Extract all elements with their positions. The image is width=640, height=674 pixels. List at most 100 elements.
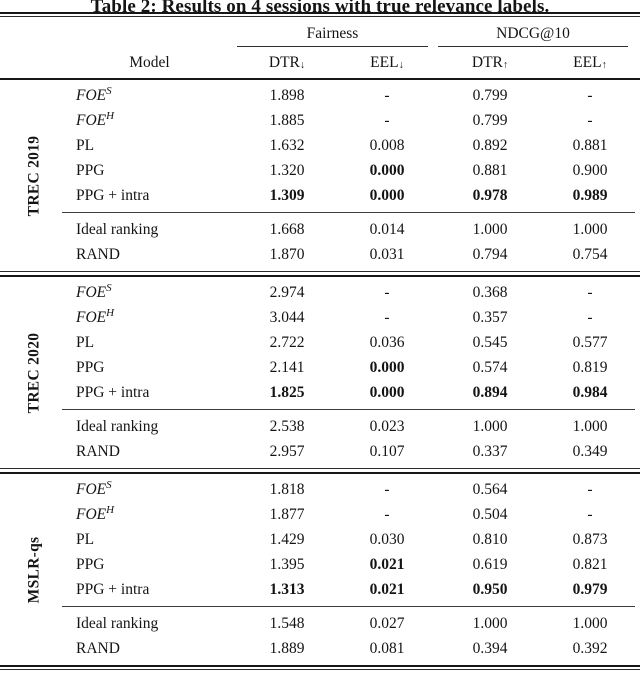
model-name: PL [76,136,95,154]
model-name: PPG + intra [76,186,150,204]
metric-value: 0.799 [472,86,508,104]
metric-value: 0.030 [369,530,405,548]
metric-value: 2.141 [269,358,305,376]
model-name: FOES [62,85,237,105]
column-header-label: EEL [370,53,399,71]
down-arrow-icon: ↓ [398,59,404,71]
metric-value: 0.008 [369,136,405,154]
metric-value: 0.810 [472,530,508,548]
metric-value: 0.900 [572,161,608,179]
metric-value: 0.504 [472,505,508,523]
metric-value: 0.619 [472,555,508,573]
dataset-block-trec-2019: TREC 2019 FOES 1.898 - 0.799 - FOEH 1.88… [0,80,640,271]
metric-value: 0.394 [472,639,508,657]
metric-value: 0.978 [472,186,508,204]
table-row: FOEH 1.877 - 0.504 - [0,502,640,527]
metric-value: 1.825 [269,383,305,401]
column-header-dtr-down: DTR↓ [237,54,337,72]
metric-value: 1.313 [269,580,305,598]
metric-value: 0.564 [472,480,508,498]
dataset-label-text: TREC 2020 [25,332,43,413]
metric-value: 0.979 [572,580,608,598]
dataset-block-mslr-qs: MSLR-qs FOES 1.818 - 0.564 - FOEH 1.877 … [0,474,640,665]
top-double-rule [0,12,640,17]
model-name: PL [76,530,95,548]
metric-value: - [384,308,390,326]
model-name-text: FOE [76,505,107,523]
model-name-text: FOE [76,480,107,498]
metric-value: 0.000 [369,186,405,204]
dataset-block-trec-2020: TREC 2020 FOES 2.974 - 0.368 - FOEH 3.04… [0,277,640,468]
table-row: FOES 1.898 - 0.799 - [0,83,640,108]
metric-value: 0.368 [472,283,508,301]
model-name: RAND [76,442,120,460]
metric-value: 1.000 [572,417,608,435]
model-name-text: FOE [76,308,107,326]
column-header-dtr-up: DTR↑ [440,54,540,72]
column-header-label: DTR [471,53,503,71]
metric-value: 0.036 [369,333,405,351]
metric-value: 0.950 [472,580,508,598]
dataset-label-trec-2020: TREC 2020 [6,277,62,468]
model-name: FOEH [62,503,237,524]
model-superscript: S [106,478,112,491]
metric-value: 0.081 [369,639,405,657]
metric-value: - [587,505,593,523]
table-row: RAND 2.957 0.107 0.337 0.349 [0,439,640,464]
model-name-text: FOE [76,283,107,301]
model-name: PPG [76,161,105,179]
metric-value: 0.357 [472,308,508,326]
dataset-label-mslr-qs: MSLR-qs [6,474,62,665]
metric-value: - [587,86,593,104]
model-name: FOEH [62,110,237,130]
column-header-label: EEL [573,53,602,71]
metric-value: 0.881 [472,161,508,179]
metric-value: 1.877 [269,505,305,523]
model-superscript: H [106,503,115,516]
table-row: FOEH 3.044 - 0.357 - [0,305,640,330]
metric-value: 0.821 [572,555,608,573]
column-header-eel-down: EEL↓ [337,54,437,72]
table-row: PPG + intra 1.309 0.000 0.978 0.989 [0,183,640,208]
table-row: Ideal ranking 1.668 0.014 1.000 1.000 [0,217,640,242]
metric-value: 1.632 [269,136,305,154]
table-row: PPG 1.395 0.021 0.619 0.821 [0,552,640,577]
metric-value: 0.577 [572,333,608,351]
model-name: RAND [76,639,120,657]
dataset-label-text: TREC 2019 [25,135,43,216]
metric-value: 1.818 [269,480,305,498]
metric-value: 1.898 [269,86,305,104]
table-row: FOES 1.818 - 0.564 - [0,477,640,502]
table-row: RAND 1.870 0.031 0.794 0.754 [0,242,640,267]
table-row: PPG 2.141 0.000 0.574 0.819 [0,355,640,380]
metric-value: 0.892 [472,136,508,154]
table-row: FOES 2.974 - 0.368 - [0,280,640,305]
metric-value: 0.894 [472,383,508,401]
metric-value: 2.722 [269,333,305,351]
group-header-fairness: Fairness [237,25,428,47]
up-arrow-icon: ↑ [502,59,509,71]
dataset-label-trec-2019: TREC 2019 [6,80,62,271]
metric-value: - [587,283,593,301]
metric-value: 0.000 [369,383,405,401]
metric-value: 0.337 [472,442,508,460]
model-name: FOES [62,478,237,499]
group-header-ndcg10: NDCG@10 [438,25,628,47]
block-separator-rule [0,468,640,474]
metric-value: 1.885 [269,111,305,129]
metric-value: 0.014 [369,220,405,238]
column-group-header-row: Fairness NDCG@10 [0,17,640,47]
table-row: PL 1.632 0.008 0.892 0.881 [0,133,640,158]
metric-value: 1.000 [572,614,608,632]
metric-value: 1.000 [472,220,508,238]
metric-value: 1.889 [269,639,305,657]
model-name: PPG [76,555,105,573]
model-name-text: FOE [76,86,107,104]
metric-value: 1.548 [269,614,305,632]
model-name: PPG + intra [76,580,150,598]
table-row: PPG 1.320 0.000 0.881 0.900 [0,158,640,183]
metric-value: 0.574 [472,358,508,376]
metric-value: 1.000 [472,614,508,632]
metric-value: 1.395 [269,555,305,573]
metric-value: 2.957 [269,442,305,460]
